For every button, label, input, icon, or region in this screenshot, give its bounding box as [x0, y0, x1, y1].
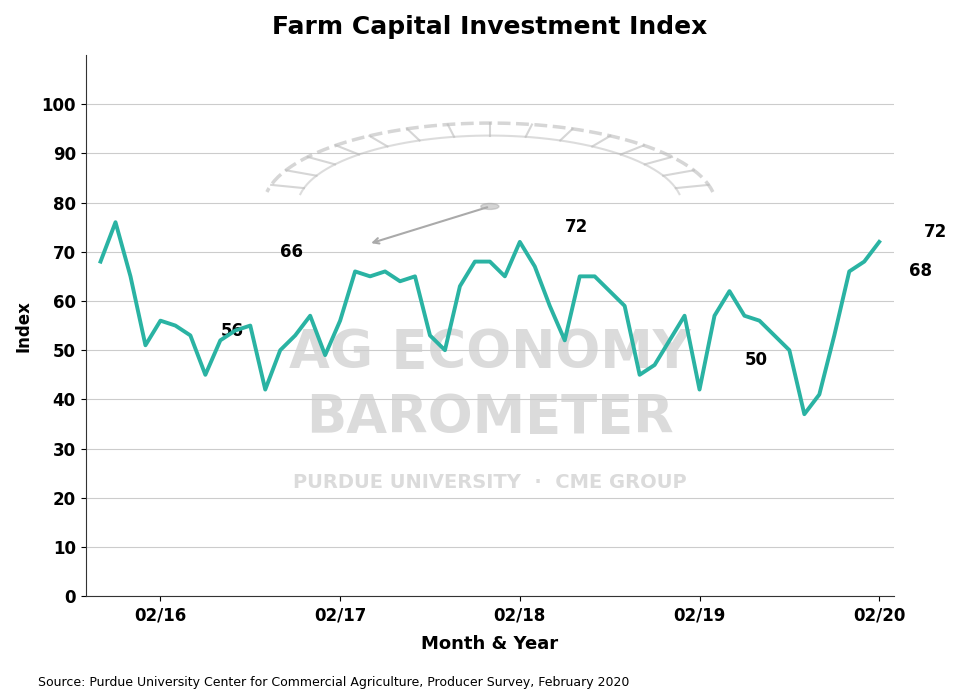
Text: 68: 68 [909, 262, 932, 280]
X-axis label: Month & Year: Month & Year [421, 635, 559, 653]
Text: 72: 72 [564, 218, 588, 236]
Text: PURDUE UNIVERSITY  ·  CME GROUP: PURDUE UNIVERSITY · CME GROUP [293, 473, 686, 492]
Text: 50: 50 [744, 351, 767, 369]
Text: 66: 66 [280, 243, 303, 261]
Text: BAROMETER: BAROMETER [306, 392, 674, 443]
Text: AG ECONOMY: AG ECONOMY [289, 326, 691, 379]
Circle shape [481, 203, 499, 209]
Y-axis label: Index: Index [15, 300, 33, 351]
Title: Farm Capital Investment Index: Farm Capital Investment Index [273, 15, 708, 39]
Text: Source: Purdue University Center for Commercial Agriculture, Producer Survey, Fe: Source: Purdue University Center for Com… [38, 676, 630, 689]
Text: 72: 72 [924, 223, 948, 241]
Text: 56: 56 [221, 322, 243, 340]
